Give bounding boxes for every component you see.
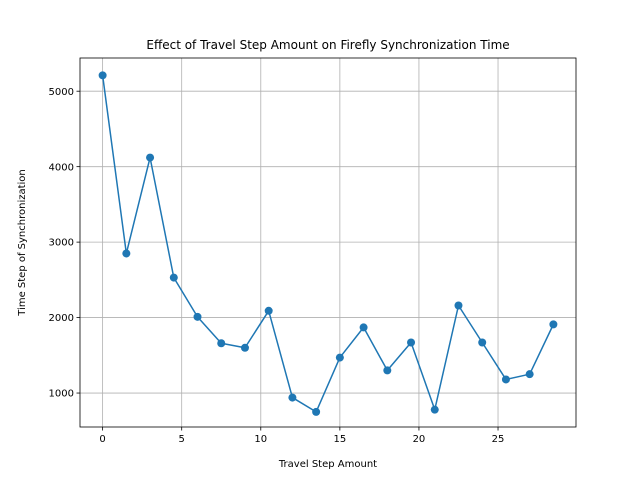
grid (80, 58, 576, 427)
data-point (217, 339, 226, 348)
data-point (549, 320, 558, 329)
data-point (501, 375, 510, 384)
data-point (169, 273, 178, 282)
y-axis-label: Time Step of Synchronization (17, 169, 28, 317)
data-point (359, 323, 368, 332)
y-tick-label: 4000 (49, 162, 74, 173)
series-layer (98, 71, 558, 416)
x-axis-label: Travel Step Amount (278, 459, 377, 470)
data-point (430, 405, 439, 414)
data-point (288, 393, 297, 402)
data-point (193, 312, 202, 321)
data-point (264, 306, 273, 315)
data-point (383, 366, 392, 375)
data-point (454, 301, 463, 310)
ticks: 0 5 10 15 20 25 1000 2000 3000 4000 5000 (49, 87, 505, 445)
x-tick-label: 15 (333, 434, 346, 445)
x-tick-label: 20 (413, 434, 426, 445)
x-tick-label: 0 (99, 434, 105, 445)
series-line (101, 75, 555, 413)
data-point (312, 407, 321, 416)
y-tick-label: 2000 (49, 313, 74, 324)
y-tick-label: 1000 (49, 389, 74, 400)
data-point (122, 249, 131, 258)
data-point (525, 370, 534, 379)
data-point (407, 338, 416, 347)
x-tick-label: 5 (179, 434, 185, 445)
data-point (335, 353, 344, 362)
chart-title: Effect of Travel Step Amount on Firefly … (146, 38, 509, 52)
y-tick-label: 3000 (49, 238, 74, 249)
y-tick-label: 5000 (49, 87, 74, 98)
data-point (240, 343, 249, 352)
data-point (478, 338, 487, 347)
data-point (146, 153, 155, 162)
x-tick-label: 10 (254, 434, 267, 445)
data-point (98, 71, 107, 80)
x-tick-label: 25 (492, 434, 505, 445)
